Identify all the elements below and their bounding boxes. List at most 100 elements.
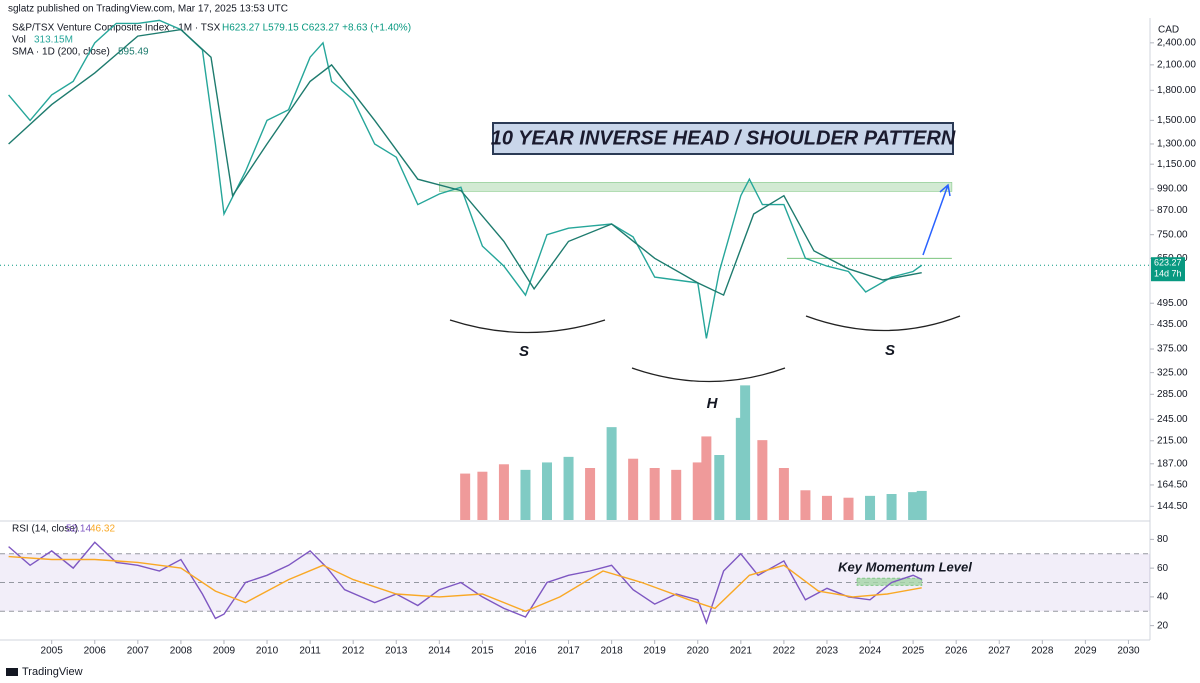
volume-bar (800, 490, 811, 520)
volume-bar (606, 427, 617, 520)
x-tick-label: 2022 (773, 646, 796, 657)
label-s: S (519, 343, 529, 360)
x-tick-label: 2029 (1074, 646, 1097, 657)
y-tick-label: 80 (1157, 534, 1169, 545)
y-tick-label: 325.00 (1157, 367, 1188, 378)
x-tick-label: 2030 (1117, 646, 1140, 657)
volume-bar (916, 490, 927, 520)
y-tick-label: 20 (1157, 620, 1169, 631)
countdown: 14d 7h (1154, 269, 1182, 279)
rsi-value: 52.14 (66, 524, 91, 535)
y-tick-label: 2,100.00 (1157, 60, 1196, 71)
y-tick-label: 144.50 (1157, 501, 1188, 512)
x-tick-label: 2027 (988, 646, 1011, 657)
volume-bar (701, 436, 712, 520)
x-tick-label: 2020 (687, 646, 710, 657)
y-tick-label: 2,400.00 (1157, 37, 1196, 48)
x-tick-label: 2015 (471, 646, 494, 657)
currency: CAD (1158, 25, 1179, 36)
price-tag (1151, 257, 1185, 282)
volume-bar (692, 462, 703, 520)
volume-bar (740, 385, 751, 520)
volume-bar (460, 473, 471, 520)
x-tick-label: 2011 (299, 646, 321, 657)
y-tick-label: 215.00 (1157, 435, 1188, 446)
x-tick-label: 2016 (514, 646, 537, 657)
momentum-label: Key Momentum Level (838, 559, 972, 574)
x-tick-label: 2021 (730, 646, 753, 657)
x-tick-label: 2005 (41, 646, 64, 657)
legend-vol: Vol (12, 35, 26, 46)
x-tick-label: 2024 (859, 646, 882, 657)
y-tick-label: 40 (1157, 592, 1169, 603)
volume-bar (585, 468, 596, 520)
volume-bar (542, 462, 553, 520)
rsi-ma-value: 46.32 (90, 524, 115, 535)
ohlc: H623.27 L579.15 C623.27 +8.63 (+1.40%) (222, 23, 411, 34)
y-tick-label: 495.00 (1157, 298, 1188, 309)
y-tick-label: 1,300.00 (1157, 139, 1196, 150)
pattern-box (492, 122, 954, 155)
price-tag-label: 623.27 (1154, 258, 1182, 268)
momentum-zone (856, 577, 923, 586)
legend-sma: SMA · 1D (200, close) (12, 47, 110, 58)
y-tick-label: 60 (1157, 563, 1169, 574)
series-line (8, 28, 922, 297)
volume-bar (778, 468, 789, 520)
x-tick-label: 2009 (213, 646, 236, 657)
volume-bar (714, 455, 725, 520)
y-tick-label: 187.00 (1157, 458, 1188, 469)
label-h: H (707, 395, 719, 412)
symbol: S&P/TSX Venture Composite Index · 1M · T… (12, 23, 221, 34)
y-tick-label: 1,150.00 (1157, 159, 1196, 170)
x-tick-label: 2018 (600, 646, 623, 657)
y-tick-label: 1,500.00 (1157, 115, 1196, 126)
x-tick-label: 2023 (816, 646, 839, 657)
y-tick-label: 435.00 (1157, 319, 1188, 330)
shoulder-arc (449, 319, 606, 334)
x-tick-label: 2013 (385, 646, 408, 657)
y-tick-label: 1,800.00 (1157, 85, 1196, 96)
x-tick-label: 2006 (84, 646, 107, 657)
volume-bar (563, 456, 574, 520)
legend-vol-value: 313.15M (34, 35, 73, 46)
footer: TradingView (22, 666, 83, 678)
x-tick-label: 2028 (1031, 646, 1054, 657)
volume-bar (886, 494, 897, 520)
plot: 2005 2006 2007 2008 2009 2010 2011 2012 2013 2014… (0, 19, 1196, 657)
series-line (8, 19, 923, 339)
legend-sma-value: 595.49 (118, 47, 149, 58)
series-line (8, 555, 922, 613)
volume-bar (821, 495, 832, 520)
x-tick-label: 2012 (342, 646, 365, 657)
x-tick-label: 2017 (557, 646, 580, 657)
volume-bar (498, 464, 509, 520)
y-tick-label: 990.00 (1157, 184, 1188, 195)
series-line (8, 541, 923, 625)
y-tick-label: 750.00 (1157, 229, 1188, 240)
volume-bar (628, 458, 639, 520)
x-tick-label: 2008 (170, 646, 193, 657)
y-tick-label: 164.50 (1157, 480, 1188, 491)
footer-logo (6, 668, 18, 676)
label-s: S (885, 342, 895, 359)
volume-bar (520, 469, 531, 520)
x-tick-label: 2010 (256, 646, 279, 657)
volume-bar (649, 468, 660, 520)
volume-bar (477, 471, 488, 520)
x-tick-label: 2014 (428, 646, 451, 657)
volume-bar (843, 497, 854, 520)
shoulder-arc (805, 315, 961, 332)
volume-bar (908, 492, 919, 520)
volume-bar (671, 469, 682, 520)
y-tick-label: 375.00 (1157, 344, 1188, 355)
y-tick-label: 285.00 (1157, 389, 1188, 400)
resistance-zone (439, 182, 953, 192)
x-tick-label: 2007 (127, 646, 150, 657)
arrow (922, 183, 951, 256)
head-arc (631, 367, 786, 383)
y-tick-label: 245.00 (1157, 414, 1188, 425)
pattern-title: 10 YEAR INVERSE HEAD / SHOULDER PATTERN (491, 127, 956, 149)
